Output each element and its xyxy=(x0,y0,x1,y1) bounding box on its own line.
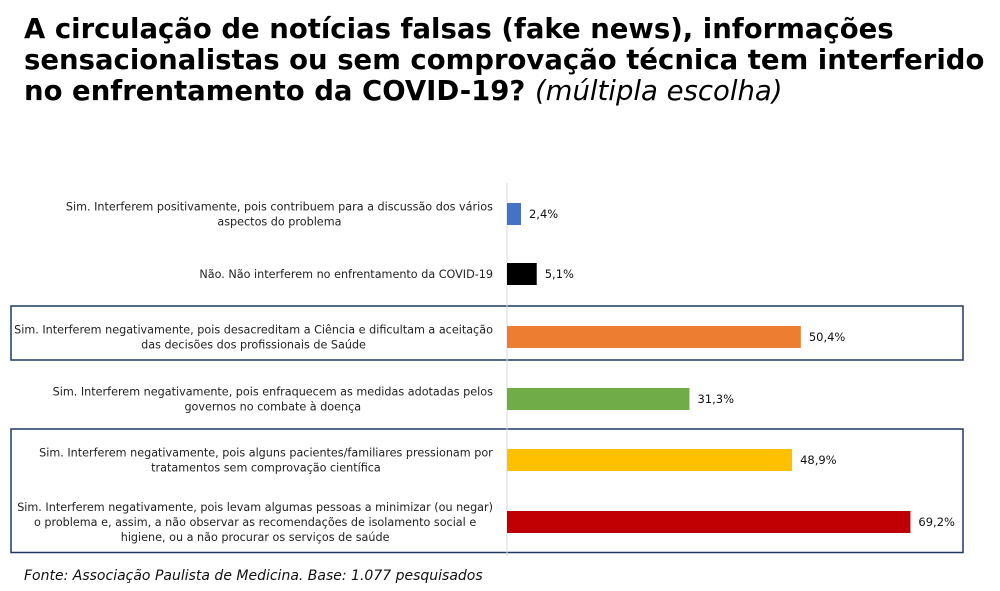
chart-title-main: A circulação de notícias falsas (fake ne… xyxy=(24,13,985,107)
category-label-line: governos no combate à doença xyxy=(184,401,361,414)
highlight-box-1 xyxy=(10,305,964,361)
bar-5 xyxy=(507,449,793,471)
data-label-2: 5,1% xyxy=(545,267,574,281)
chart-title-note: (múltipla escolha) xyxy=(534,75,783,107)
category-label-1: Sim. Interferem positivamente, pois cont… xyxy=(66,201,493,229)
category-label-line: Sim. Interferem negativamente, pois leva… xyxy=(17,501,493,514)
data-label-6: 69,2% xyxy=(918,515,955,529)
source-note: Fonte: Associação Paulista de Medicina. … xyxy=(24,568,483,584)
category-label-line: das decisões dos profissionais de Saúde xyxy=(141,339,366,352)
bar-3 xyxy=(507,326,801,348)
category-label-line: aspectos do problema xyxy=(217,216,341,229)
category-label-6: Sim. Interferem negativamente, pois leva… xyxy=(17,501,493,544)
data-label-1: 2,4% xyxy=(529,207,558,221)
category-label-3: Sim. Interferem negativamente, pois desa… xyxy=(14,324,493,352)
chart-title: A circulação de notícias falsas (fake ne… xyxy=(24,14,994,107)
data-label-4: 31,3% xyxy=(697,392,734,406)
category-label-line: higiene, ou a não procurar os serviços d… xyxy=(121,531,390,544)
category-label-line: Sim. Interferem positivamente, pois cont… xyxy=(66,201,493,214)
category-label-line: Sim. Interferem negativamente, pois algu… xyxy=(39,447,493,460)
highlight-boxes xyxy=(10,305,964,554)
bar-6 xyxy=(507,511,911,533)
category-label-line: Não. Não interferem no enfrentamento da … xyxy=(199,268,493,281)
category-label-line: Sim. Interferem negativamente, pois enfr… xyxy=(53,386,493,399)
bar-4 xyxy=(507,388,690,410)
category-label-line: Sim. Interferem negativamente, pois desa… xyxy=(14,324,493,337)
category-label-2: Não. Não interferem no enfrentamento da … xyxy=(199,268,493,281)
category-label-5: Sim. Interferem negativamente, pois algu… xyxy=(39,447,493,475)
bars: 2,4% Sim. Interferem positivamente, pois … xyxy=(14,201,955,545)
bar-2 xyxy=(507,263,537,285)
data-label-3: 50,4% xyxy=(809,330,846,344)
category-label-line: tratamentos sem comprovação científica xyxy=(151,462,381,475)
data-label-5: 48,9% xyxy=(800,453,837,467)
highlight-box-2 xyxy=(10,428,964,554)
bar-1 xyxy=(507,203,521,225)
category-label-line: o problema e, assim, a não observar as r… xyxy=(34,516,476,529)
category-label-4: Sim. Interferem negativamente, pois enfr… xyxy=(53,386,493,414)
